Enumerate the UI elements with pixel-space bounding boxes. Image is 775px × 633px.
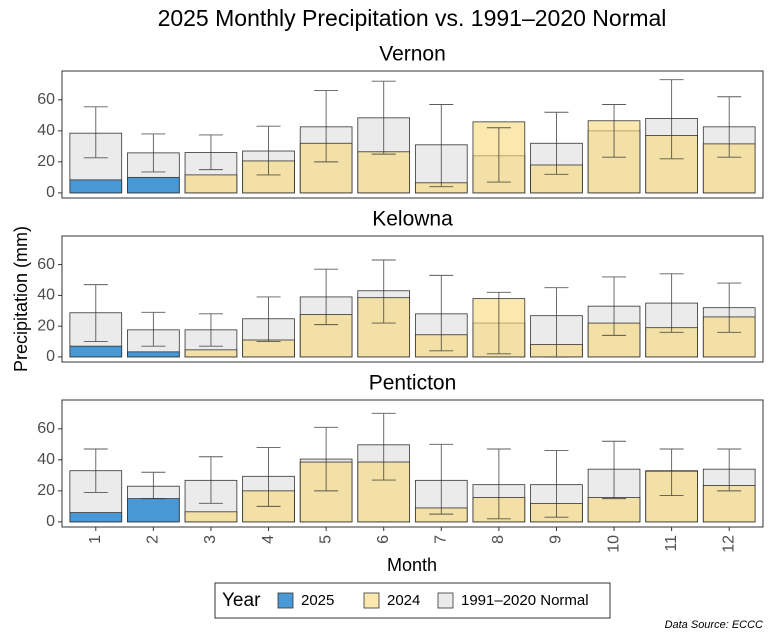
x-tick-label: 1 (87, 535, 104, 544)
y-tick-label: 40 (37, 451, 55, 468)
panel-title: Vernon (379, 43, 446, 66)
error-bar (371, 412, 396, 481)
y-tick-label: 40 (37, 287, 55, 304)
legend-swatch (437, 592, 454, 609)
x-tick-label: 11 (663, 535, 680, 552)
y-axis-label: Precipitation (mm) (11, 226, 31, 372)
x-tick-label: 3 (202, 535, 219, 544)
legend-label: 1991–2020 Normal (461, 592, 589, 609)
bar (242, 339, 295, 358)
x-axis-label: Month (387, 555, 437, 575)
x-tick-label: 2 (145, 535, 162, 544)
error-bar (717, 282, 742, 333)
error-bar (544, 287, 569, 358)
bar (69, 179, 123, 194)
bar (127, 176, 180, 194)
error-bar (429, 274, 454, 352)
error-bar (198, 313, 223, 347)
error-bar (256, 447, 281, 507)
bar (69, 345, 123, 358)
error-bar (659, 79, 684, 160)
bar (184, 511, 238, 523)
error-bar (544, 111, 569, 175)
error-bar (83, 448, 108, 493)
source-note: Data Source: ECCC (665, 619, 763, 631)
y-tick-label: 60 (37, 420, 55, 437)
bar (184, 349, 238, 358)
legend-swatch (277, 592, 294, 609)
x-tick-label: 8 (490, 535, 507, 544)
legend-title: Year (222, 590, 261, 611)
y-tick-label: 60 (37, 256, 55, 273)
y-tick-label: 20 (37, 153, 55, 170)
error-bar (717, 96, 742, 158)
error-bar (486, 448, 511, 520)
y-tick-label: 0 (46, 348, 55, 365)
y-tick-label: 20 (37, 317, 55, 334)
error-bar (429, 443, 454, 515)
error-bar (198, 134, 223, 171)
error-bar (659, 448, 684, 496)
x-tick-label: 9 (548, 535, 565, 544)
x-tick-label: 6 (375, 535, 392, 544)
legend-label: 2024 (387, 592, 420, 609)
error-bar (141, 133, 166, 173)
error-bar (486, 291, 511, 355)
x-tick-label: 4 (260, 535, 277, 544)
error-bar (659, 273, 684, 333)
bar (127, 498, 180, 523)
error-bar (717, 448, 742, 492)
y-tick-label: 0 (46, 513, 55, 530)
y-tick-label: 60 (37, 91, 55, 108)
error-bar (141, 311, 166, 347)
bar (184, 174, 238, 194)
x-tick-label: 7 (433, 535, 450, 544)
bar (127, 351, 180, 358)
panel-title: Penticton (369, 372, 457, 395)
error-bar (83, 106, 108, 159)
legend-swatch (363, 592, 380, 609)
error-bar (83, 284, 108, 342)
error-bar (371, 259, 396, 324)
error-bar (544, 450, 569, 518)
error-bar (602, 440, 627, 500)
bar (587, 497, 641, 523)
legend-label: 2025 (301, 592, 334, 609)
y-tick-label: 0 (46, 184, 55, 201)
error-bar (141, 471, 166, 500)
x-tick-label: 12 (720, 535, 737, 553)
bar (357, 151, 411, 194)
error-bar (486, 127, 511, 183)
error-bar (314, 268, 339, 326)
error-bar (314, 90, 339, 163)
error-bar (198, 456, 223, 504)
error-bar (256, 296, 281, 342)
panel-title: Kelowna (372, 208, 453, 231)
y-tick-label: 40 (37, 122, 55, 139)
y-tick-label: 20 (37, 482, 55, 499)
error-bar (602, 104, 627, 158)
error-bar (371, 80, 396, 155)
bar (69, 512, 123, 523)
error-bar (256, 125, 281, 176)
error-bar (314, 426, 339, 492)
error-bar (429, 104, 454, 188)
x-tick-label: 10 (605, 535, 622, 553)
x-tick-label: 5 (317, 535, 334, 544)
error-bar (602, 276, 627, 336)
chart-title: 2025 Monthly Precipitation vs. 1991–2020… (158, 5, 667, 31)
